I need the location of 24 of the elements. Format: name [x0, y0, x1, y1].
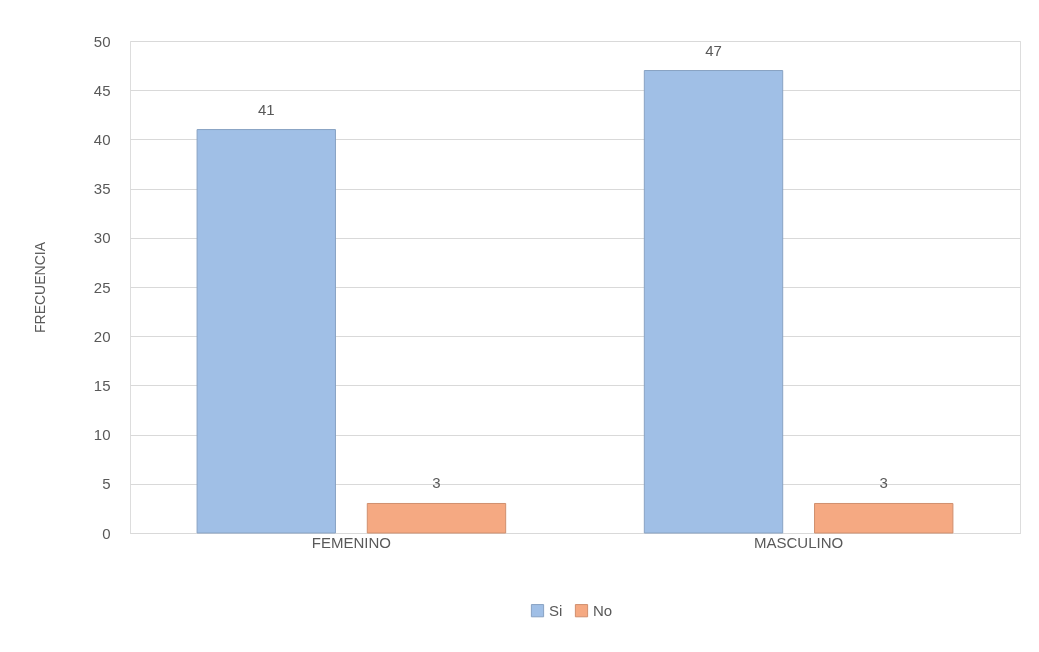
data-label: 3 — [879, 474, 888, 492]
legend-label: No — [593, 601, 613, 619]
y-tick-label: 25 — [93, 278, 111, 296]
bar — [366, 502, 507, 534]
y-tick-label: 10 — [93, 426, 111, 444]
data-label: 41 — [257, 100, 275, 118]
y-tick-label: 50 — [93, 32, 111, 50]
y-tick-label: 20 — [93, 327, 111, 345]
legend-label: Si — [549, 601, 563, 619]
bar — [643, 70, 784, 534]
data-label: 47 — [705, 41, 722, 59]
data-label: 3 — [432, 474, 441, 492]
y-axis-title: FRECUENCIA — [31, 241, 48, 334]
y-tick-label: 35 — [93, 180, 111, 198]
bar — [814, 502, 954, 534]
y-tick-label: 5 — [102, 475, 111, 493]
y-tick-label: 30 — [93, 229, 111, 247]
y-tick-label: 0 — [102, 524, 111, 542]
y-tick-label: 45 — [93, 81, 111, 99]
bar — [196, 129, 336, 534]
y-tick-label: 15 — [93, 376, 111, 394]
x-tick-label: FEMENINO — [311, 533, 391, 551]
x-tick-label: MASCULINO — [754, 533, 844, 551]
y-tick-label: 40 — [93, 130, 111, 148]
